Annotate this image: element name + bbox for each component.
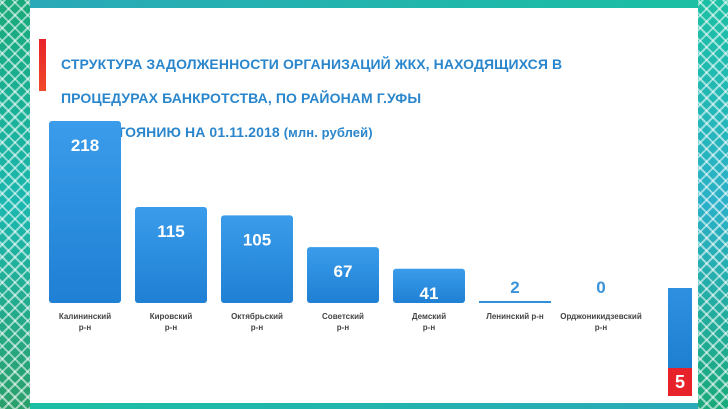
bar-5 — [479, 301, 551, 303]
category-label-1-1: р-н — [165, 323, 178, 332]
category-label-3-0: Советский — [322, 312, 364, 321]
category-label-0-1: р-н — [79, 323, 92, 332]
title-line-2: ПРОЦЕДУРАХ БАНКРОТСТВА, ПО РАЙОНАМ Г.УФЫ — [61, 90, 422, 106]
bar-value-label-4: 41 — [420, 284, 439, 303]
bar-4 — [393, 268, 465, 303]
category-label-2-1: р-н — [251, 323, 264, 332]
category-label-1-0: Кировский — [150, 312, 193, 321]
decorative-border-right — [698, 0, 728, 409]
decorative-border-left — [0, 0, 30, 409]
bar-value-label-0: 218 — [71, 136, 99, 155]
bar-2 — [221, 215, 293, 303]
bar-value-label-1: 115 — [157, 222, 184, 241]
decorative-border-top — [30, 0, 698, 8]
category-label-4-1: р-н — [423, 323, 436, 332]
bar-0 — [49, 121, 121, 303]
decorative-border-bottom — [30, 403, 698, 409]
bar-value-label-2: 105 — [243, 230, 271, 249]
side-decor-bar — [668, 288, 692, 368]
bar-3 — [307, 247, 379, 303]
bar-1 — [135, 206, 207, 303]
category-label-3-1: р-н — [337, 323, 350, 332]
bar-value-label-5: 2 — [510, 278, 519, 297]
bar-value-label-6: 0 — [596, 278, 605, 297]
category-label-6-0: Орджоникидзевский — [560, 312, 642, 321]
bar-value-label-3: 67 — [334, 262, 353, 281]
page-number: 5 — [668, 368, 692, 396]
title-line-1: СТРУКТУРА ЗАДОЛЖЕННОСТИ ОРГАНИЗАЦИЙ ЖКХ,… — [61, 56, 563, 72]
category-label-2-0: Октябрьский — [231, 312, 283, 321]
title-accent-bar — [39, 39, 46, 91]
category-label-0-0: Калининский — [59, 312, 111, 321]
category-label-5-0: Ленинский р-н — [486, 312, 544, 321]
category-label-4-0: Демский — [412, 312, 446, 321]
category-label-6-1: р-н — [595, 323, 608, 332]
title-unit: (млн. рублей) — [283, 125, 373, 140]
